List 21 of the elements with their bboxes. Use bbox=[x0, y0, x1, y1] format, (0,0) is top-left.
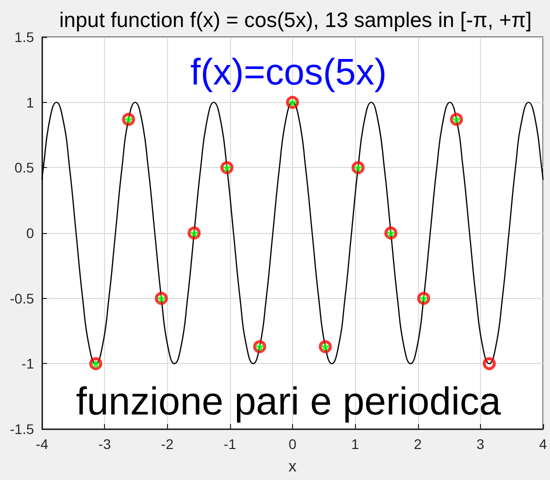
y-tick-label: 1 bbox=[26, 94, 34, 110]
x-tick-label: -4 bbox=[36, 436, 48, 452]
x-tick-label: 3 bbox=[476, 436, 484, 452]
y-tick-label: -1 bbox=[22, 356, 34, 372]
x-tick-label: 1 bbox=[351, 436, 360, 452]
annotation: f(x)=cos(5x) bbox=[190, 52, 387, 92]
y-tick-label: 1.5 bbox=[14, 29, 34, 45]
y-tick-label: -0.5 bbox=[10, 290, 34, 306]
y-tick-label: 0.5 bbox=[14, 160, 34, 176]
annotation: funzione pari e periodica bbox=[76, 380, 502, 424]
x-tick-label: 0 bbox=[288, 436, 297, 452]
x-axis-title: x bbox=[288, 458, 296, 476]
x-tick-label: -3 bbox=[98, 436, 112, 452]
x-tick-label: -2 bbox=[161, 436, 174, 452]
x-tick-label: 2 bbox=[414, 436, 422, 452]
point bbox=[482, 357, 496, 370]
x-tick-label: -1 bbox=[224, 436, 236, 452]
chart-title: input function f(x) = cos(5x), 13 samples in [-π, +π] bbox=[59, 9, 532, 32]
y-tick-label: -1.5 bbox=[10, 421, 34, 437]
x-tick-label: 4 bbox=[539, 436, 548, 452]
y-tick-label: 0 bbox=[26, 225, 34, 241]
